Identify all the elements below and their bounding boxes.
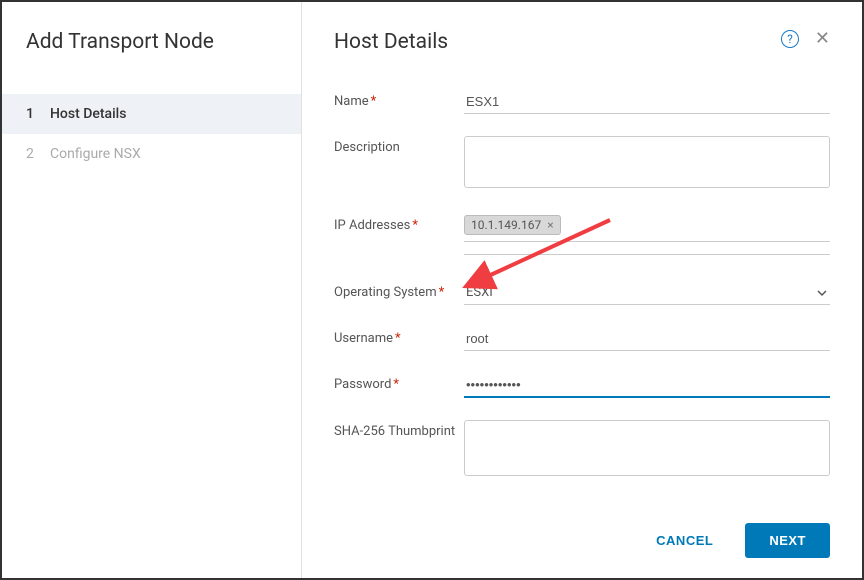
- wizard-dialog: Add Transport Node 1 Host Details 2 Conf…: [0, 0, 864, 580]
- thumbprint-label: SHA-256 Thumbprint: [334, 420, 464, 441]
- name-input[interactable]: [464, 90, 830, 114]
- dialog-footer: CANCEL NEXT: [334, 509, 830, 578]
- password-input[interactable]: [464, 373, 830, 398]
- step-label: Configure NSX: [50, 146, 141, 162]
- description-textarea[interactable]: [464, 136, 830, 188]
- required-indicator: *: [393, 377, 399, 392]
- ip-chip-value: 10.1.149.167: [471, 218, 541, 232]
- username-input[interactable]: [464, 327, 830, 351]
- help-icon[interactable]: ?: [781, 30, 799, 48]
- thumbprint-textarea[interactable]: [464, 420, 830, 476]
- wizard-step-host-details[interactable]: 1 Host Details: [2, 94, 301, 134]
- close-icon[interactable]: ✕: [815, 30, 830, 48]
- password-label: Password*: [334, 373, 464, 394]
- form-row-ip-addresses: IP Addresses* 10.1.149.167 ×: [334, 214, 830, 255]
- description-label: Description: [334, 136, 464, 157]
- form-row-username: Username*: [334, 327, 830, 351]
- name-label: Name*: [334, 90, 464, 111]
- os-select-value: ESXI: [466, 285, 493, 300]
- form-row-password: Password*: [334, 373, 830, 398]
- form-row-os: Operating System* ESXI: [334, 281, 830, 305]
- chip-remove-icon[interactable]: ×: [547, 218, 553, 232]
- required-indicator: *: [395, 331, 401, 346]
- chevron-down-icon: [816, 287, 828, 299]
- username-label: Username*: [334, 327, 464, 348]
- required-indicator: *: [371, 94, 377, 109]
- required-indicator: *: [412, 218, 418, 233]
- os-label: Operating System*: [334, 281, 464, 302]
- wizard-step-configure-nsx[interactable]: 2 Configure NSX: [2, 134, 301, 174]
- header-actions: ? ✕: [781, 30, 830, 48]
- ip-addresses-label: IP Addresses*: [334, 214, 464, 235]
- form-row-name: Name*: [334, 90, 830, 114]
- ip-chip-container[interactable]: 10.1.149.167 ×: [464, 214, 830, 242]
- ip-extra-line: [464, 254, 830, 255]
- step-number: 2: [26, 146, 50, 162]
- ip-chip: 10.1.149.167 ×: [464, 215, 561, 235]
- content-panel: Host Details ? ✕ Name* Description: [302, 2, 862, 578]
- step-number: 1: [26, 106, 50, 122]
- form-row-description: Description: [334, 136, 830, 192]
- next-button[interactable]: NEXT: [745, 523, 830, 558]
- step-label: Host Details: [50, 106, 126, 122]
- form-row-thumbprint: SHA-256 Thumbprint: [334, 420, 830, 480]
- host-details-form: Name* Description IP Addresses*: [334, 90, 830, 509]
- wizard-sidebar: Add Transport Node 1 Host Details 2 Conf…: [2, 2, 302, 578]
- os-select[interactable]: ESXI: [464, 281, 830, 305]
- panel-title: Host Details: [334, 30, 448, 54]
- panel-header: Host Details ? ✕: [334, 30, 830, 54]
- required-indicator: *: [439, 285, 445, 300]
- wizard-title: Add Transport Node: [2, 30, 301, 54]
- cancel-button[interactable]: CANCEL: [642, 523, 727, 558]
